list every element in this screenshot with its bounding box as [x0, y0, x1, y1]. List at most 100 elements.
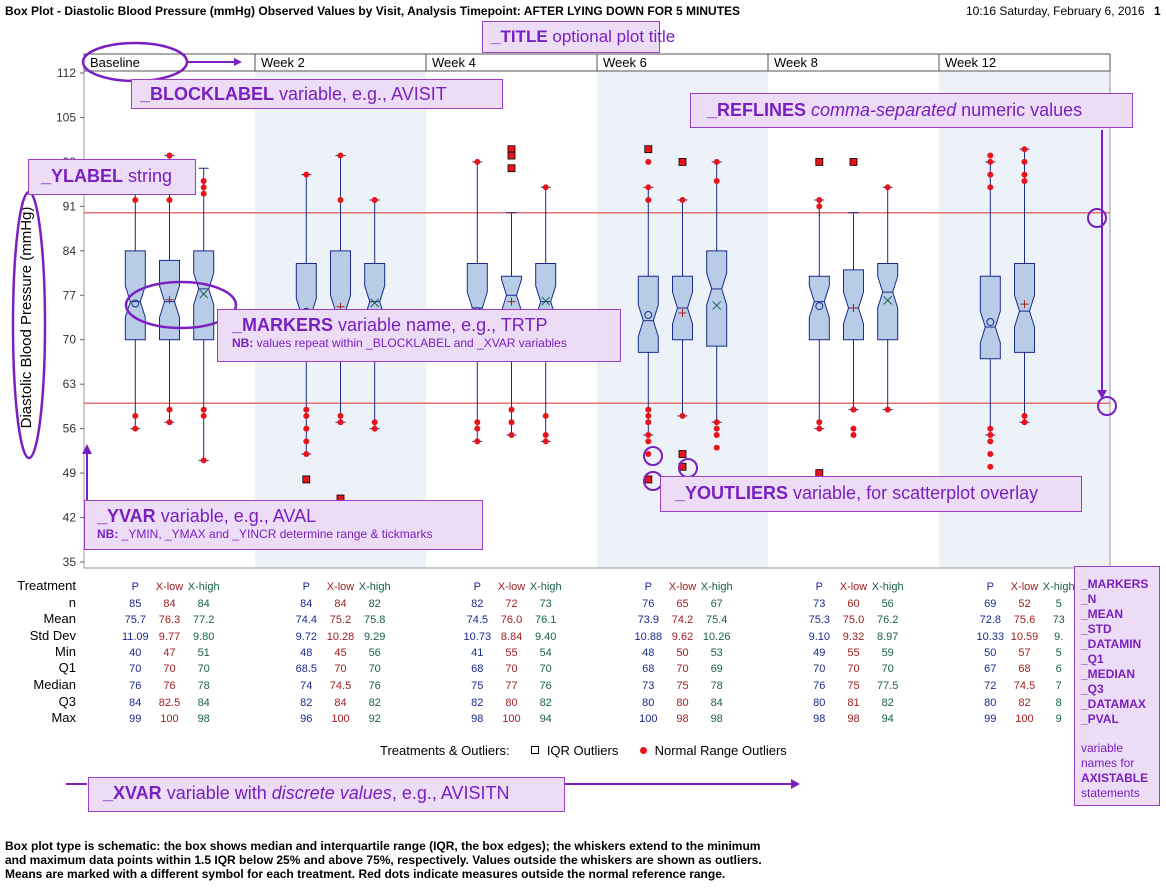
mean-marker-p: [815, 302, 824, 311]
axistable-value: 76.1: [535, 614, 556, 626]
axistable-row-label: Std Dev: [30, 628, 77, 643]
normal-range-outlier: [645, 438, 652, 445]
normal-range-outlier: [679, 197, 686, 204]
legend-iqr-label: IQR Outliers: [546, 743, 619, 758]
axistable-value: 68: [642, 663, 654, 675]
annotation-reflines: _REFLINES comma-separated numeric values: [690, 93, 1133, 128]
axistable-value: 98: [198, 713, 210, 725]
axistable-value: 76.0: [501, 614, 522, 626]
axistable-value: 48: [642, 647, 654, 659]
axistable-row-label: Max: [51, 710, 76, 725]
axistable-value: 74.5: [467, 614, 488, 626]
axistable-value: 76.3: [159, 614, 180, 626]
normal-range-outlier: [474, 158, 481, 165]
axistable-treatment: P: [816, 581, 823, 593]
axistable-value: 70: [882, 663, 894, 675]
highlight-refline-lower: [1097, 396, 1117, 416]
axistable-variables-box: _MARKERS _N _MEAN _STD _DATAMIN _Q1 _MEDIAN _Q3…: [1074, 566, 1160, 806]
normal-range-outlier: [645, 451, 652, 458]
normal-range-outlier: [987, 438, 994, 445]
y-tick-label: 91: [63, 199, 77, 213]
normal-range-outlier: [474, 438, 481, 445]
axistable-value: 98: [676, 713, 688, 725]
axistable-value: 98: [813, 713, 825, 725]
normal-range-outlier: [884, 406, 891, 413]
axistable-value: 8.84: [501, 631, 522, 643]
y-tick-label: 63: [63, 377, 77, 391]
axistable-value: 75.0: [843, 614, 864, 626]
annotation-yvar: _YVAR variable, e.g., AVAL NB: _YMIN, _YM…: [84, 500, 483, 550]
annotation-markers: _MARKERS variable name, e.g., TRTP NB: va…: [217, 309, 621, 362]
axistable-value: 73: [540, 598, 552, 610]
iqr-outlier: [815, 158, 824, 166]
axistable-value: 80: [642, 697, 654, 709]
axistable-value: 82: [1018, 697, 1030, 709]
box: [877, 263, 899, 341]
axistable-value: 9.80: [193, 631, 214, 643]
axistable-value: 76: [369, 680, 381, 692]
axistable-treatment: X-high: [701, 581, 733, 593]
y-axis-label: Diastolic Blood Pressure (mmHg): [18, 207, 35, 429]
axistable-value: 98: [711, 713, 723, 725]
normal-range-outlier: [303, 425, 310, 432]
axistable-value: 9.: [1054, 631, 1063, 643]
y-tick-label: 42: [63, 511, 77, 525]
side-items-list: _MARKERS _N _MEAN _STD _DATAMIN _Q1 _MEDIAN _Q3…: [1081, 577, 1153, 727]
axistable-value: 7: [1056, 680, 1062, 692]
axistable-value: 74.4: [296, 614, 317, 626]
axistable-value: 92: [369, 713, 381, 725]
axistable-value: 9.32: [843, 631, 864, 643]
normal-range-outlier: [987, 171, 994, 178]
axistable-value: 47: [163, 647, 175, 659]
axistable-value: 98: [847, 713, 859, 725]
axistable-value: 82: [471, 697, 483, 709]
axistable-value: 9.72: [296, 631, 317, 643]
axistable-value: 100: [1015, 713, 1033, 725]
box: [706, 250, 728, 347]
block-label-cell: [938, 53, 1111, 72]
highlight-outlier: [643, 446, 663, 466]
normal-range-outlier: [303, 438, 310, 445]
axistable-value: 78: [711, 680, 723, 692]
normal-range-outlier: [987, 451, 994, 458]
axistable-value: 72.8: [980, 614, 1001, 626]
axistable-value: 75.4: [706, 614, 727, 626]
normal-range-outlier: [645, 412, 652, 419]
axistable-row-label: Q1: [59, 660, 76, 675]
legend-iqr-marker-icon: [531, 746, 540, 754]
normal-range-outlier: [200, 457, 207, 464]
axistable-value: 75.8: [364, 614, 385, 626]
normal-range-outlier: [371, 425, 378, 432]
axistable-value: 80: [676, 697, 688, 709]
normal-range-outlier: [337, 419, 344, 426]
annotation-xvar: _XVAR variable with discrete values, e.g…: [88, 777, 565, 812]
axistable-value: 76: [129, 680, 141, 692]
normal-range-outlier: [884, 184, 891, 191]
iqr-outlier: [678, 158, 687, 166]
axistable-value: 70: [540, 663, 552, 675]
reflines-arrowhead-icon: [1097, 390, 1107, 399]
axistable-value: 52: [1018, 598, 1030, 610]
axistable-value: 49: [813, 647, 825, 659]
axistable-value: 70: [369, 663, 381, 675]
axistable-value: 76: [540, 680, 552, 692]
axistable-value: 75.3: [809, 614, 830, 626]
axistable-value: 51: [198, 647, 210, 659]
normal-range-outlier: [645, 419, 652, 426]
axistable-value: 55: [505, 647, 517, 659]
axistable-value: 8.97: [877, 631, 898, 643]
axistable-value: 100: [639, 713, 657, 725]
axistable-value: 82: [471, 598, 483, 610]
legend-normal-marker-icon: [639, 747, 647, 754]
axistable-value: 9.62: [672, 631, 693, 643]
normal-range-outlier: [713, 419, 720, 426]
axistable-value: 76.2: [877, 614, 898, 626]
side-item: _MEAN: [1081, 607, 1124, 621]
y-tick-label: 77: [63, 288, 77, 302]
normal-range-outlier: [987, 158, 994, 165]
axistable-value: 73: [642, 680, 654, 692]
axistable-value: 65: [676, 598, 688, 610]
axistable-value: 99: [984, 713, 996, 725]
axistable-value: 100: [502, 713, 520, 725]
axistable-value: 74.2: [672, 614, 693, 626]
